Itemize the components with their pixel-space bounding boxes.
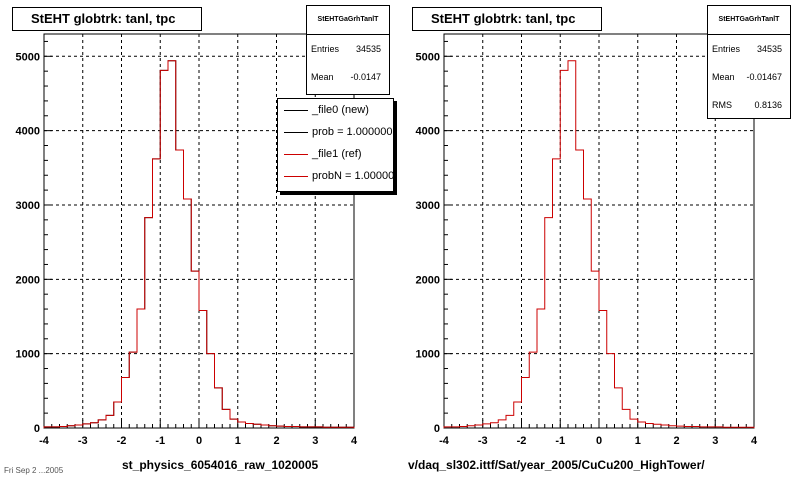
stats-label: Entries — [311, 44, 340, 54]
y-tick-label: 4000 — [416, 126, 440, 138]
legend-swatch — [284, 132, 308, 133]
x-tick-label: -1 — [155, 435, 165, 447]
x-tick-label: 1 — [635, 435, 641, 447]
x-tick-label: 2 — [673, 435, 679, 447]
y-tick-label: 3000 — [16, 200, 40, 212]
stats-value: 34535 — [355, 44, 381, 54]
x-tick-label: 4 — [751, 435, 758, 447]
stats-value: -0.0147 — [350, 72, 381, 82]
panel-1-title: StEHT globtrk: tanl, tpc — [12, 7, 202, 31]
panel-1-stats-name: StEHTGaGrhTanlT — [307, 6, 389, 35]
stats-value: 0.8136 — [754, 100, 782, 110]
stats-value: -0.01467 — [746, 72, 782, 82]
legend-swatch — [284, 154, 308, 155]
panel-1-stats-entries: Entries 34535 — [307, 35, 389, 63]
histogram-series-2 — [43, 60, 355, 428]
footer-timestamp: Fri Sep 2 ...2005 — [4, 466, 64, 475]
plot-frame — [443, 33, 755, 429]
legend-swatch — [284, 176, 308, 177]
x-tick-label: 3 — [712, 435, 718, 447]
panel-1-xlabel: st_physics_6054016_raw_1020005 — [122, 458, 319, 472]
y-tick-label: 0 — [34, 423, 40, 435]
histogram-series-1 — [443, 60, 755, 428]
x-tick-label: -2 — [517, 435, 527, 447]
stats-value: 34535 — [756, 44, 782, 54]
panel-2-stats-box: StEHTGaGrhTanlT Entries 34535 Mean -0.01… — [707, 5, 791, 119]
panel-2-stats-mean: Mean -0.01467 — [708, 63, 790, 91]
x-tick-label: -4 — [39, 435, 50, 447]
legend-entry-file0: _file0 (new) — [278, 99, 393, 121]
legend-label: _file0 (new) — [312, 104, 369, 116]
panel-2-stats-rms: RMS 0.8136 — [708, 91, 790, 119]
panel-2-stats-entries: Entries 34535 — [708, 35, 790, 63]
legend-entry-prob: prob = 1.000000 — [278, 121, 393, 143]
panel-2-title: StEHT globtrk: tanl, tpc — [412, 7, 602, 31]
y-tick-label: 4000 — [16, 126, 40, 138]
legend-swatch — [284, 110, 308, 111]
x-tick-label: 2 — [273, 435, 279, 447]
y-tick-label: 1000 — [416, 349, 440, 361]
stats-label: RMS — [712, 100, 732, 110]
panel-2-stats-name: StEHTGaGrhTanlT — [708, 6, 790, 35]
legend-label: _file1 (ref) — [312, 148, 362, 160]
stats-label: Entries — [712, 44, 741, 54]
stats-label: Mean — [311, 72, 334, 82]
y-tick-label: 2000 — [16, 274, 40, 286]
x-tick-label: -2 — [117, 435, 127, 447]
x-tick-label: 0 — [196, 435, 202, 447]
y-tick-label: 1000 — [16, 349, 40, 361]
panel-1-stats-box: StEHTGaGrhTanlT Entries 34535 Mean -0.01… — [306, 5, 390, 95]
y-tick-label: 5000 — [416, 51, 440, 63]
x-tick-label: 4 — [351, 435, 358, 447]
y-tick-label: 5000 — [16, 51, 40, 63]
panel-1-stats-mean: Mean -0.0147 — [307, 63, 389, 91]
x-tick-label: -1 — [555, 435, 565, 447]
x-tick-label: -4 — [439, 435, 450, 447]
stats-label: Mean — [712, 72, 735, 82]
x-tick-label: -3 — [78, 435, 88, 447]
x-tick-label: 1 — [235, 435, 241, 447]
legend-label: probN = 1.000000 — [312, 170, 394, 182]
y-tick-label: 3000 — [416, 200, 440, 212]
x-tick-label: -3 — [478, 435, 488, 447]
legend-entry-probn: probN = 1.000000 — [278, 165, 393, 187]
y-tick-label: 2000 — [416, 274, 440, 286]
legend-entry-file1: _file1 (ref) — [278, 143, 393, 165]
legend-label: prob = 1.000000 — [312, 126, 393, 138]
y-tick-label: 0 — [434, 423, 440, 435]
x-tick-label: 0 — [596, 435, 602, 447]
panel-1-legend: _file0 (new) prob = 1.000000 _file1 (ref… — [277, 98, 394, 192]
x-tick-label: 3 — [312, 435, 318, 447]
panel-2-xlabel: v/daq_sl302.ittf/Sat/year_2005/CuCu200_H… — [408, 458, 705, 472]
